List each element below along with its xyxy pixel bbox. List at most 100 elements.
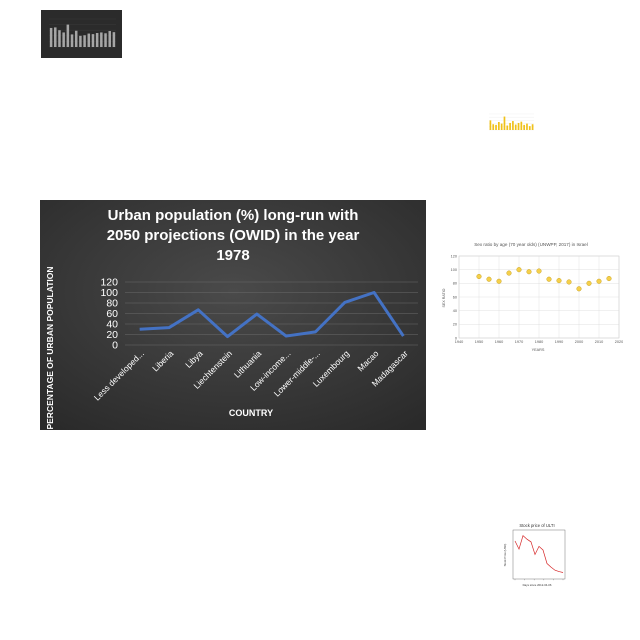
scatter-tick-labels: 0 20 40 60 80 100 120 1940 1950 1960 1970 1980 1990 2… bbox=[451, 254, 624, 344]
x-tick-label: 2000 bbox=[575, 340, 583, 344]
chart-title-line-3: 1978 bbox=[216, 247, 249, 264]
scatter-point bbox=[576, 286, 582, 292]
y-tick-label: 20 bbox=[106, 329, 118, 341]
y-tick-label: 100 bbox=[100, 287, 118, 299]
y-tick-label: 120 bbox=[451, 254, 457, 258]
scatter-points bbox=[476, 267, 612, 292]
bar bbox=[512, 121, 514, 130]
y-tick-label: 120 bbox=[100, 277, 118, 289]
bar bbox=[87, 33, 91, 47]
bar bbox=[104, 33, 107, 47]
scatter-point bbox=[506, 270, 512, 276]
stock-line-path bbox=[514, 534, 564, 573]
bar bbox=[528, 126, 531, 130]
scatter-point bbox=[556, 278, 562, 284]
bar bbox=[91, 34, 95, 47]
scatter-x-axis-label: YEARS bbox=[532, 348, 545, 352]
bar bbox=[100, 32, 103, 47]
scatter-gridlines bbox=[458, 255, 620, 339]
y-tick-label: 80 bbox=[453, 282, 457, 286]
bar bbox=[514, 124, 517, 130]
series-line-path bbox=[139, 291, 405, 339]
y-tick-label: 60 bbox=[106, 308, 118, 320]
bar bbox=[66, 24, 70, 47]
bar bbox=[108, 31, 111, 47]
y-tick-label: 60 bbox=[453, 295, 457, 299]
chart-background bbox=[40, 200, 426, 430]
bar bbox=[83, 35, 86, 47]
bar bbox=[58, 30, 61, 47]
x-tick-label: 2020 bbox=[615, 340, 623, 344]
scatter-point bbox=[536, 268, 542, 274]
stock-x-axis-label: Days since 2012-04-06 bbox=[523, 583, 552, 587]
stock-plot-border bbox=[512, 529, 566, 580]
bar bbox=[509, 122, 511, 130]
scatter-point bbox=[606, 276, 612, 282]
bar bbox=[503, 116, 506, 130]
scatter-title: Sex ratio by age (70 year olds) (UNWPP, … bbox=[474, 242, 588, 247]
thumb-background bbox=[484, 100, 550, 142]
bar bbox=[531, 124, 534, 130]
dark-bar-chart-svg bbox=[41, 10, 122, 58]
bar bbox=[112, 32, 116, 47]
stock-price-chart-thumbnail: Stock price of ULTI Stock Price (USD) Da… bbox=[501, 521, 567, 589]
scatter-point bbox=[566, 279, 572, 285]
bar bbox=[506, 125, 509, 130]
urban-population-chart: Urban population (%) long-run with 2050 … bbox=[40, 200, 426, 430]
scatter-point bbox=[526, 269, 532, 275]
stock-series-line bbox=[514, 534, 564, 581]
dark-bar-chart-thumbnail bbox=[41, 10, 122, 58]
x-tick-label: 2010 bbox=[595, 340, 603, 344]
bar bbox=[500, 123, 503, 130]
scatter-point bbox=[586, 280, 592, 286]
chart-title-line-2: 2050 projections (OWID) in the year bbox=[107, 227, 360, 244]
stock-y-axis-label: Stock Price (USD) bbox=[503, 544, 507, 567]
yellow-bar-chart-svg bbox=[484, 100, 550, 142]
bar bbox=[520, 121, 523, 130]
bar bbox=[54, 27, 57, 47]
bar bbox=[517, 122, 520, 130]
y-tick-label: 80 bbox=[106, 298, 118, 310]
scatter-point bbox=[596, 278, 602, 284]
y-tick-label: 100 bbox=[451, 268, 457, 272]
x-tick-label: 1990 bbox=[555, 340, 563, 344]
bar bbox=[49, 27, 53, 47]
bar bbox=[492, 124, 495, 130]
x-tick-label: 1940 bbox=[455, 340, 463, 344]
bar bbox=[489, 120, 492, 130]
y-axis-label: PERCENTAGE OF URBAN POPULATION bbox=[45, 266, 55, 429]
bar bbox=[70, 34, 74, 47]
bar bbox=[523, 124, 525, 130]
scatter-point bbox=[546, 276, 552, 282]
y-tick-label: 40 bbox=[453, 309, 457, 313]
x-tick-label: 1960 bbox=[495, 340, 503, 344]
x-tick-label: 1970 bbox=[515, 340, 523, 344]
y-tick-label: 0 bbox=[112, 340, 118, 352]
x-axis-label: COUNTRY bbox=[229, 408, 273, 418]
scatter-point bbox=[486, 276, 492, 282]
bar bbox=[498, 122, 500, 130]
sex-ratio-scatter-chart: Sex ratio by age (70 year olds) (UNWPP, … bbox=[440, 238, 623, 356]
x-tick-label: 1980 bbox=[535, 340, 543, 344]
bar bbox=[79, 35, 82, 47]
series-line bbox=[139, 291, 405, 339]
sex-ratio-scatter-svg: Sex ratio by age (70 year olds) (UNWPP, … bbox=[442, 242, 624, 352]
y-tick-label: 40 bbox=[106, 319, 118, 331]
y-tick-label: 0 bbox=[455, 336, 457, 340]
urban-population-chart-svg: Urban population (%) long-run with 2050 … bbox=[40, 200, 426, 430]
bar bbox=[526, 123, 528, 130]
scatter-point bbox=[476, 273, 482, 280]
scatter-point bbox=[496, 278, 502, 284]
bar bbox=[62, 32, 65, 47]
bar bbox=[74, 30, 78, 47]
chart-title-line-1: Urban population (%) long-run with bbox=[108, 207, 359, 224]
yellow-bar-chart-thumbnail bbox=[484, 100, 550, 142]
bar bbox=[95, 33, 99, 47]
scatter-y-axis-label: SEX RATIO bbox=[442, 288, 446, 307]
x-tick-label: 1950 bbox=[475, 340, 483, 344]
bar bbox=[495, 124, 497, 130]
stock-price-chart-svg: Stock price of ULTI Stock Price (USD) Da… bbox=[503, 523, 566, 587]
scatter-point bbox=[516, 267, 522, 273]
y-tick-label: 20 bbox=[453, 323, 457, 327]
